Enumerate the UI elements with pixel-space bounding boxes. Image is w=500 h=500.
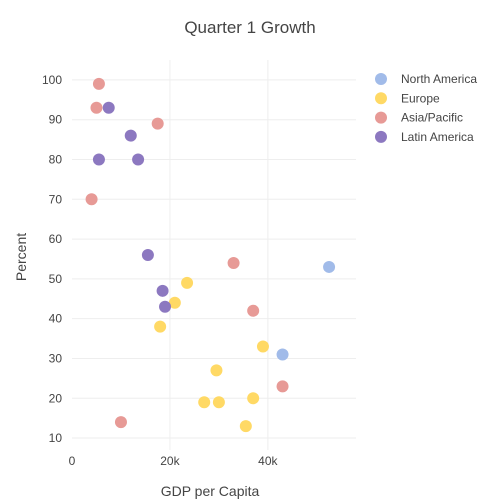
y-tick-label: 20 [49,391,63,405]
data-point[interactable] [114,416,127,429]
legend-item[interactable]: Latin America [375,130,474,144]
y-axis-label: Percent [13,233,29,281]
data-point[interactable] [239,420,252,433]
y-tick-label: 30 [49,351,63,365]
data-point[interactable] [90,101,103,114]
data-point[interactable] [181,276,194,289]
data-point[interactable] [102,101,115,114]
legend-item[interactable]: North America [375,72,477,86]
legend-marker [375,130,387,143]
data-point[interactable] [227,256,240,269]
data-point[interactable] [151,117,164,130]
x-tick-label: 0 [69,454,76,468]
data-point[interactable] [198,396,211,409]
legend-label: Asia/Pacific [401,111,463,125]
y-tick-label: 70 [49,192,63,206]
data-point[interactable] [92,77,105,90]
data-point[interactable] [212,396,225,409]
y-axis-ticks: 10 20 30 40 50 60 70 80 90 100 [42,73,62,445]
data-point[interactable] [92,153,105,166]
series-latin-america [92,101,172,313]
data-point[interactable] [256,340,269,353]
data-point[interactable] [154,320,167,333]
data-point[interactable] [85,193,98,206]
chart-title: Quarter 1 Growth [184,18,315,37]
data-point[interactable] [124,129,137,142]
series-asia-pacific [85,77,289,429]
data-point[interactable] [276,380,289,393]
x-axis-ticks: 0 20k 40k [69,454,279,468]
y-tick-label: 90 [49,113,63,127]
data-point[interactable] [323,260,336,273]
data-point[interactable] [141,249,154,261]
x-axis-label: GDP per Capita [161,483,260,499]
x-tick-label: 20k [160,454,180,468]
y-tick-label: 50 [49,272,63,286]
data-point[interactable] [159,300,172,313]
legend-item[interactable]: Europe [375,91,440,105]
data-point[interactable] [247,304,260,317]
data-point[interactable] [276,348,289,361]
y-tick-label: 40 [49,312,63,326]
y-tick-label: 80 [49,152,63,166]
legend-label: Latin America [401,130,474,144]
data-point[interactable] [168,296,181,309]
legend-item[interactable]: Asia/Pacific [375,111,463,125]
legend[interactable]: North America Europe Asia/Pacific Latin Ame… [375,72,477,144]
legend-label: Europe [401,91,440,105]
data-point[interactable] [247,392,260,405]
grid-lines [72,60,356,450]
series-europe [154,276,269,433]
data-point[interactable] [156,284,169,297]
x-tick-label: 40k [258,454,278,468]
series-north-america [276,260,336,361]
legend-label: North America [401,72,477,86]
data-point[interactable] [132,153,145,166]
legend-marker [375,73,387,85]
data-points [85,77,336,433]
legend-marker [375,111,387,124]
legend-marker [375,92,387,105]
y-tick-label: 10 [49,431,63,445]
y-tick-label: 100 [42,73,62,87]
y-tick-label: 60 [49,232,63,246]
data-point[interactable] [210,364,223,377]
